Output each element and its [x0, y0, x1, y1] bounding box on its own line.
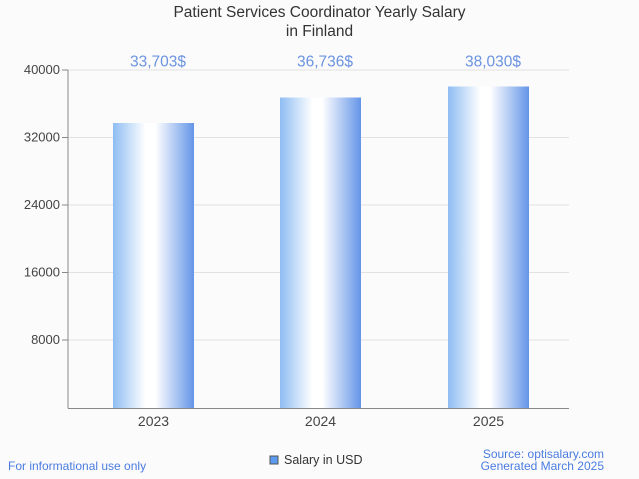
svg-text:Generated March 2025: Generated March 2025	[481, 459, 605, 473]
svg-text:36,736$: 36,736$	[297, 54, 353, 71]
svg-text:24000: 24000	[24, 197, 60, 212]
svg-text:40000: 40000	[24, 62, 60, 77]
svg-text:For informational use only: For informational use only	[8, 459, 146, 473]
svg-text:33,703$: 33,703$	[130, 54, 186, 71]
svg-text:Salary in USD: Salary in USD	[284, 453, 363, 467]
svg-text:2025: 2025	[473, 413, 504, 429]
svg-text:8000: 8000	[31, 332, 60, 347]
svg-text:32000: 32000	[24, 130, 60, 145]
svg-text:2023: 2023	[138, 413, 169, 429]
svg-text:38,030$: 38,030$	[465, 54, 521, 71]
svg-text:2024: 2024	[305, 413, 336, 429]
svg-text:16000: 16000	[24, 265, 60, 280]
